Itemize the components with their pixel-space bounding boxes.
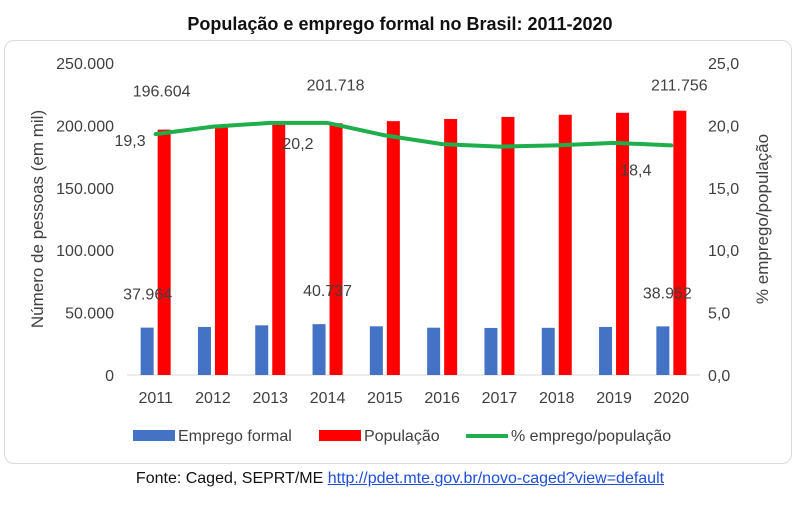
y-tick-label: 200.000 <box>56 118 114 135</box>
y-axis-title: Número de pessoas (em mil) <box>28 110 47 328</box>
bar-populacao <box>616 112 630 375</box>
legend-label-emprego-formal: Emprego formal <box>178 428 292 445</box>
y2-axis-title: % emprego/população <box>753 134 772 304</box>
x-tick-label: 2017 <box>482 390 518 407</box>
chart-canvas: 0 50.000 100.000 150.000 200.000 250.000 0,0 5,… <box>28 56 772 445</box>
bar-populacao <box>386 121 400 375</box>
chart-frame <box>4 40 792 464</box>
bar-populacao <box>329 123 343 375</box>
line-point-percent <box>383 133 387 137</box>
line-point-percent <box>326 121 330 125</box>
bar-populacao <box>444 119 458 375</box>
legend-swatch-populacao <box>319 430 361 441</box>
x-tick-label: 2020 <box>654 390 690 407</box>
data-label: 40.737 <box>303 283 352 300</box>
bar-emprego-formal <box>140 327 154 375</box>
legend-label-populacao: População <box>364 428 440 445</box>
x-tick-label: 2019 <box>596 390 632 407</box>
data-label: 201.718 <box>307 77 365 94</box>
line-point-percent <box>211 125 215 129</box>
y2-tick-label: 15,0 <box>708 181 739 198</box>
data-label: 211.756 <box>651 78 708 95</box>
bar-populacao <box>673 110 687 375</box>
data-label: 37.964 <box>123 287 172 304</box>
bar-populacao <box>558 114 572 376</box>
x-tick-label: 2015 <box>367 390 403 407</box>
bar-populacao <box>272 124 286 375</box>
data-label: 18,4 <box>620 162 651 179</box>
chart-title: População e emprego formal no Brasil: 20… <box>187 14 613 34</box>
y2-tick-label: 0,0 <box>708 368 730 385</box>
x-tick-label: 2011 <box>138 390 173 407</box>
y-tick-label: 100.000 <box>56 243 114 260</box>
bar-emprego-formal <box>427 327 441 375</box>
data-label: 20,2 <box>282 136 313 153</box>
y-tick-label: 250.000 <box>56 56 114 73</box>
line-point-percent <box>497 145 501 149</box>
bar-emprego-formal <box>312 324 326 375</box>
bar-populacao <box>501 116 515 375</box>
line-point-percent <box>612 141 616 145</box>
line-point-percent <box>154 132 158 136</box>
x-tick-label: 2013 <box>252 390 288 407</box>
x-tick-label: 2018 <box>539 390 575 407</box>
y2-tick-label: 20,0 <box>708 118 739 135</box>
data-label: 38.952 <box>643 285 692 302</box>
bar-emprego-formal <box>541 327 555 375</box>
x-tick-label: 2014 <box>310 390 346 407</box>
source-text: Fonte: Caged, SEPRT/ME <box>135 470 328 487</box>
data-label: 196.604 <box>133 84 191 101</box>
x-tick-label: 2012 <box>195 390 231 407</box>
y2-tick-label: 5,0 <box>708 306 730 323</box>
line-point-percent <box>555 143 559 147</box>
bar-emprego-formal <box>599 326 613 375</box>
y-tick-label: 150.000 <box>56 181 114 198</box>
data-label: 19,3 <box>115 133 146 150</box>
line-point-percent <box>440 142 444 146</box>
source-line: Fonte: Caged, SEPRT/ME http://pdet.mte.g… <box>0 470 800 488</box>
x-tick-label: 2016 <box>424 390 460 407</box>
bar-emprego-formal <box>197 326 211 375</box>
legend-label-percent: % emprego/população <box>511 428 671 445</box>
y2-tick-label: 10,0 <box>708 243 739 260</box>
bar-populacao <box>157 129 171 375</box>
y2-tick-label: 25,0 <box>708 56 739 73</box>
bar-emprego-formal <box>484 327 498 375</box>
legend-swatch-emprego-formal <box>133 430 175 441</box>
y-tick-label: 0 <box>105 368 114 385</box>
bar-populacao <box>214 127 228 375</box>
bar-emprego-formal <box>369 326 383 375</box>
line-percent-emprego <box>153 120 674 149</box>
y-tick-label: 50.000 <box>65 306 114 323</box>
bar-emprego-formal <box>656 326 670 375</box>
source-link[interactable]: http://pdet.mte.gov.br/novo-caged?view=d… <box>327 470 665 487</box>
line-point-percent <box>669 143 673 147</box>
bar-emprego-formal <box>255 325 269 375</box>
line-point-percent <box>268 121 272 125</box>
